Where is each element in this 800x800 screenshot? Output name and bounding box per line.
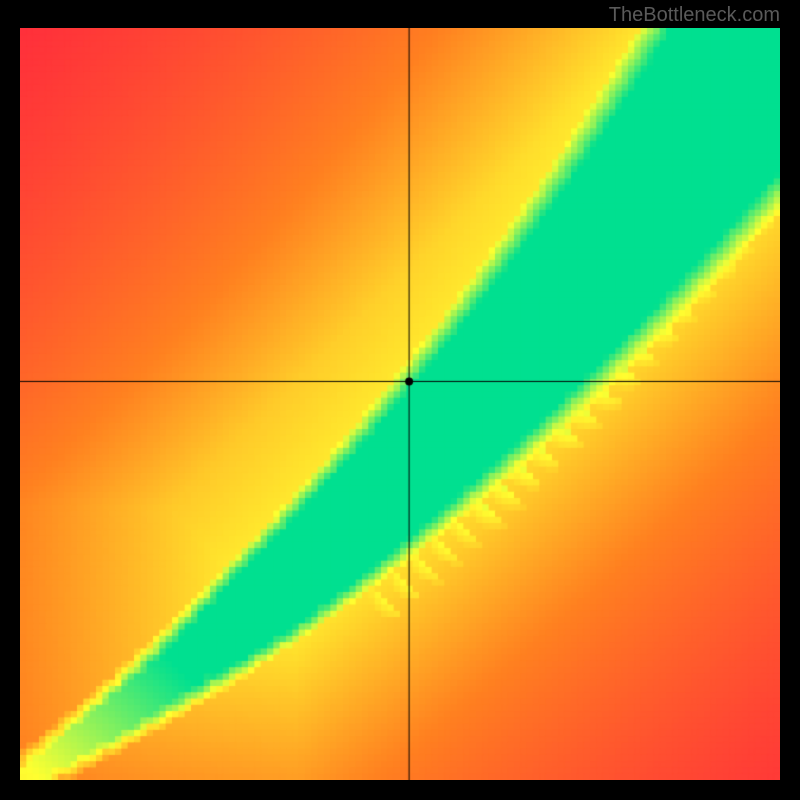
chart-container: TheBottleneck.com (0, 0, 800, 800)
plot-area (20, 28, 780, 780)
attribution-text: TheBottleneck.com (609, 4, 780, 27)
heatmap-canvas (20, 28, 780, 780)
